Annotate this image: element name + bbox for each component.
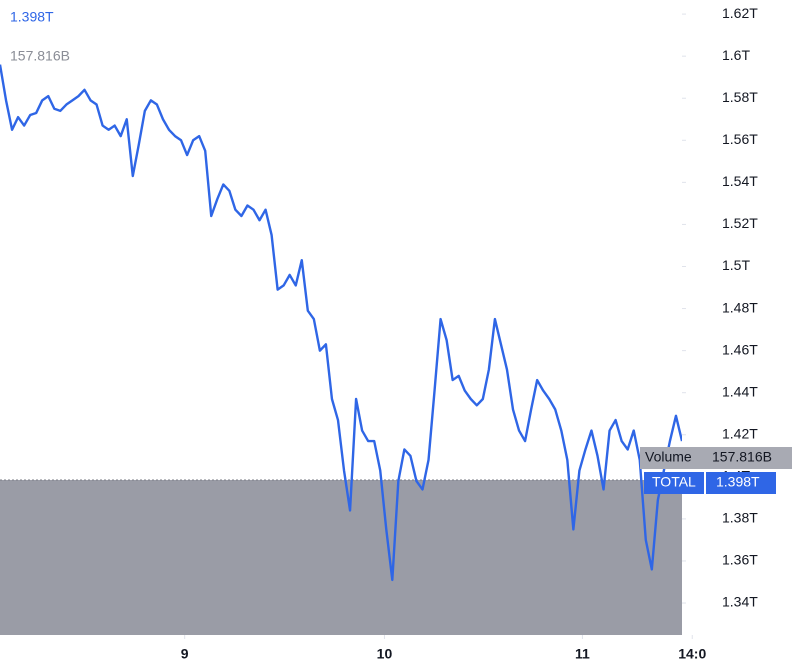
y-tick-label: 1.44T (722, 383, 758, 399)
volume-badge-name: Volume (645, 449, 692, 465)
header-volume: 157.816B (10, 48, 70, 64)
plot (0, 64, 684, 582)
volume-badge-value: 157.816B (712, 449, 772, 465)
x-tick-label: 9 (181, 646, 189, 661)
header-total: 1.398T (10, 9, 54, 25)
y-tick-label: 1.58T (722, 89, 758, 105)
y-tick-label: 1.5T (722, 257, 750, 273)
y-tick-label: 1.48T (722, 299, 758, 315)
total-badge-value-bg (706, 472, 776, 494)
price-axis (682, 0, 792, 661)
series-line (0, 64, 684, 582)
y-tick-label: 1.62T (722, 5, 758, 21)
x-tick-label: 14:0 (678, 646, 706, 661)
total-badge-value: 1.398T (716, 474, 760, 490)
y-tick-label: 1.42T (722, 425, 758, 441)
x-tick-label: 11 (575, 646, 590, 661)
y-tick-label: 1.36T (722, 552, 758, 568)
y-tick-label: 1.6T (722, 47, 750, 63)
y-tick-label: 1.46T (722, 341, 758, 357)
total-badge-name: TOTAL (652, 474, 696, 490)
y-tick-label: 1.34T (722, 594, 758, 610)
y-tick-label: 1.54T (722, 173, 758, 189)
y-tick-label: 1.52T (722, 215, 758, 231)
x-tick-label: 10 (377, 646, 393, 661)
y-tick-label: 1.56T (722, 131, 758, 147)
total-badge-name-bg (644, 472, 704, 494)
y-tick-label: 1.38T (722, 510, 758, 526)
volume-badge (640, 447, 792, 469)
volume-area (0, 480, 682, 635)
axis-labels: 1.34T1.36T1.38T1.4T1.42T1.44T1.46T1.48T1… (181, 5, 758, 661)
